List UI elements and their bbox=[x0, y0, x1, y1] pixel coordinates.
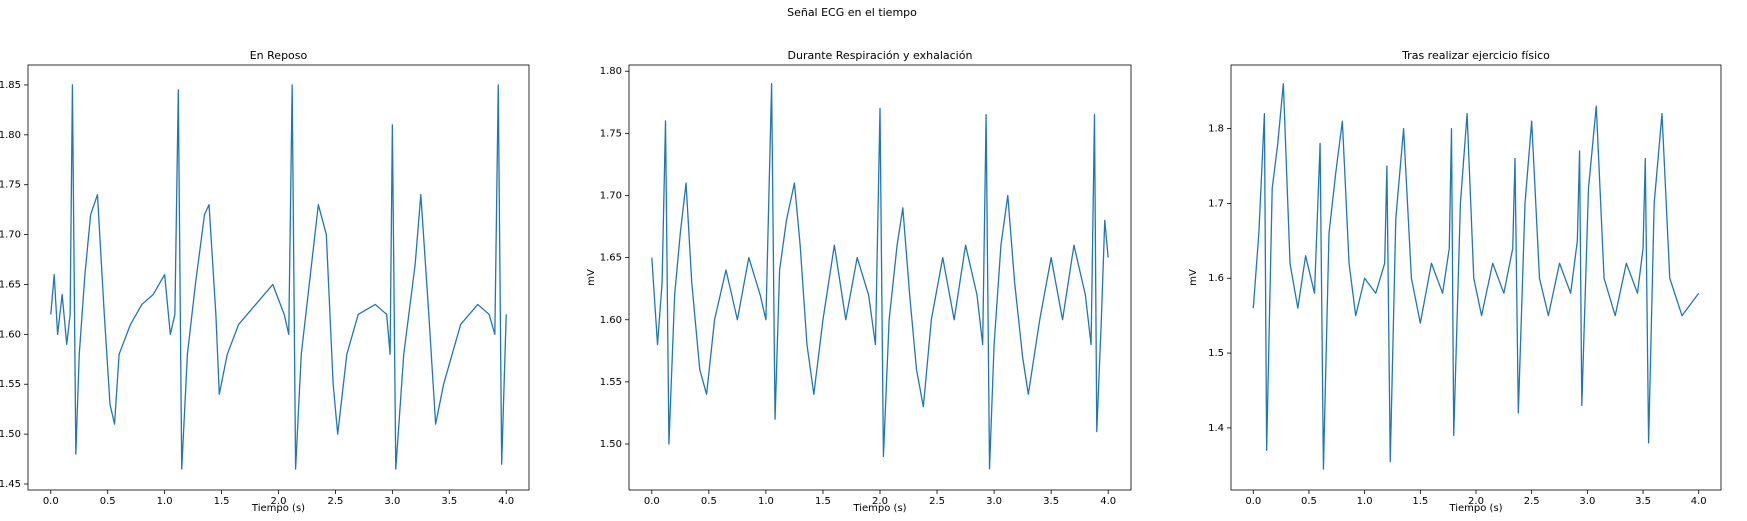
x-tick-label: 4.0 bbox=[1100, 496, 1116, 507]
x-axis-label: Tiempo (s) bbox=[852, 503, 906, 514]
x-tick-label: 3.0 bbox=[1579, 496, 1595, 507]
subplot-title: En Reposo bbox=[250, 49, 308, 62]
x-tick-label: 1.0 bbox=[758, 496, 774, 507]
y-tick-label: 1.6 bbox=[1208, 273, 1224, 284]
x-tick-label: 2.0 bbox=[1468, 496, 1484, 507]
y-tick-label: 1.50 bbox=[600, 439, 622, 450]
y-tick-label: 1.75 bbox=[600, 128, 622, 139]
x-tick-label: 0.0 bbox=[1245, 496, 1261, 507]
y-axis-label: mV bbox=[586, 269, 597, 286]
x-tick-label: 0.0 bbox=[43, 496, 59, 507]
signal-line bbox=[50, 84, 507, 470]
axes-frame bbox=[1230, 64, 1722, 491]
x-tick-label: 3.0 bbox=[384, 496, 400, 507]
y-tick-label: 1.45 bbox=[0, 479, 21, 490]
x-tick-label: 1.5 bbox=[815, 496, 831, 507]
x-tick-label: 3.0 bbox=[986, 496, 1002, 507]
figure-title: Señal ECG en el tiempo bbox=[787, 6, 917, 19]
axes-frame bbox=[27, 64, 530, 491]
axes-frame bbox=[628, 64, 1132, 491]
x-tick-label: 3.5 bbox=[1043, 496, 1059, 507]
y-tick-label: 1.4 bbox=[1208, 423, 1224, 434]
x-tick-label: 2.5 bbox=[327, 496, 343, 507]
x-tick-label: 0.5 bbox=[1301, 496, 1317, 507]
subplot-title: Durante Respiración y exhalación bbox=[788, 49, 973, 62]
x-tick-label: 2.0 bbox=[271, 496, 287, 507]
y-tick-label: 1.65 bbox=[0, 279, 21, 290]
y-tick-label: 1.55 bbox=[600, 377, 622, 388]
signal-line bbox=[1252, 83, 1700, 470]
x-tick-label: 1.5 bbox=[1412, 496, 1428, 507]
x-tick-label: 4.0 bbox=[498, 496, 514, 507]
y-tick-label: 1.8 bbox=[1208, 124, 1224, 135]
x-tick-label: 1.0 bbox=[1357, 496, 1373, 507]
x-tick-label: 1.0 bbox=[157, 496, 173, 507]
y-tick-label: 1.60 bbox=[0, 329, 21, 340]
x-tick-label: 0.5 bbox=[701, 496, 717, 507]
y-tick-label: 1.7 bbox=[1208, 198, 1224, 209]
x-tick-label: 0.5 bbox=[100, 496, 116, 507]
y-tick-label: 1.70 bbox=[0, 230, 21, 241]
x-tick-label: 3.5 bbox=[1635, 496, 1651, 507]
y-tick-label: 1.50 bbox=[0, 429, 21, 440]
y-tick-label: 1.80 bbox=[0, 130, 21, 141]
x-tick-label: 2.5 bbox=[929, 496, 945, 507]
x-tick-label: 4.0 bbox=[1691, 496, 1707, 507]
x-tick-label: 0.0 bbox=[644, 496, 660, 507]
y-axis-label: mV bbox=[1188, 269, 1199, 286]
y-tick-label: 1.75 bbox=[0, 180, 21, 191]
x-axis-label: Tiempo (s) bbox=[251, 503, 305, 514]
y-tick-label: 1.80 bbox=[600, 66, 622, 77]
signal-line bbox=[651, 82, 1109, 470]
x-tick-label: 3.5 bbox=[441, 496, 457, 507]
x-tick-label: 1.5 bbox=[214, 496, 230, 507]
y-tick-label: 1.70 bbox=[600, 190, 622, 201]
y-tick-label: 1.55 bbox=[0, 379, 21, 390]
y-tick-label: 1.85 bbox=[0, 80, 21, 91]
subplot-title: Tras realizar ejercicio físico bbox=[1401, 49, 1550, 62]
x-axis-label: Tiempo (s) bbox=[1448, 503, 1502, 514]
x-tick-label: 2.0 bbox=[872, 496, 888, 507]
y-tick-label: 1.5 bbox=[1208, 348, 1224, 359]
x-tick-label: 2.5 bbox=[1524, 496, 1540, 507]
y-tick-label: 1.60 bbox=[600, 315, 622, 326]
y-tick-label: 1.65 bbox=[600, 253, 622, 264]
